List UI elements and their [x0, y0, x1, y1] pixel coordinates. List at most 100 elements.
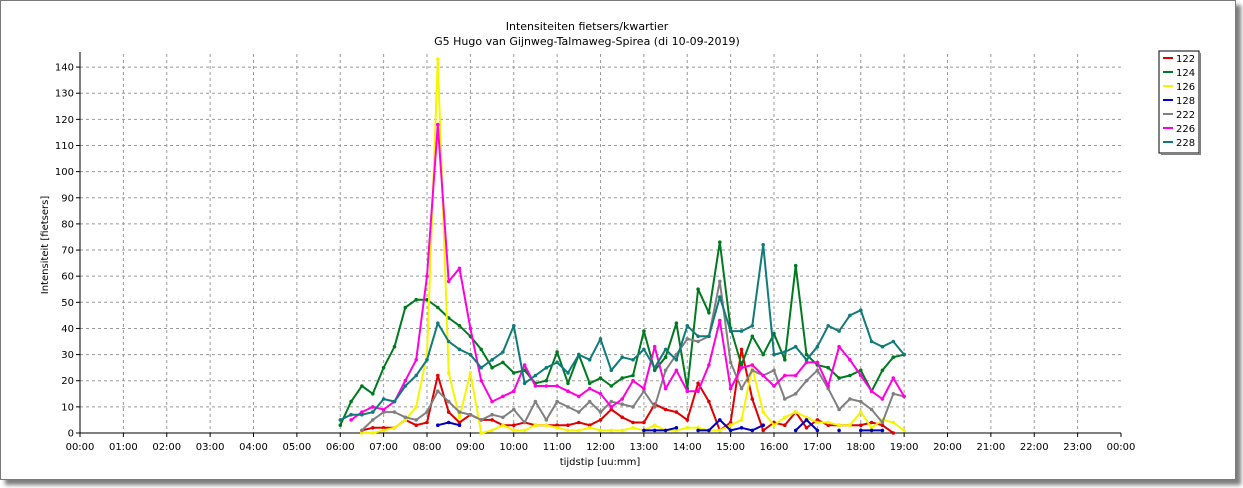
y-tick-label: 140	[55, 63, 74, 74]
data-point-226	[425, 274, 429, 279]
data-point-126	[783, 415, 787, 420]
data-point-228	[891, 339, 896, 344]
data-point-126	[436, 57, 440, 61]
series-124	[338, 240, 906, 428]
data-point-228	[425, 358, 429, 362]
data-point-128	[761, 423, 765, 428]
legend-label-128: 128	[1176, 96, 1195, 107]
series-126	[360, 57, 906, 435]
x-tick-label: 00:00	[1107, 442, 1136, 453]
data-point-226	[663, 386, 668, 391]
data-point-122	[891, 431, 896, 435]
y-tick-labels: 0 10 20 30 40 50 60 70 80 90 100 110 120 130 140	[55, 63, 80, 440]
data-point-228	[663, 347, 668, 352]
data-point-228	[826, 324, 830, 328]
data-point-122	[598, 418, 603, 422]
data-point-222	[436, 389, 440, 394]
data-point-228	[587, 358, 592, 362]
data-point-222	[468, 412, 473, 417]
data-point-122	[436, 373, 440, 378]
data-point-126	[848, 423, 852, 428]
series-line-128	[643, 426, 677, 432]
data-point-228	[869, 339, 874, 344]
data-point-228	[598, 337, 603, 341]
data-point-228	[707, 334, 711, 339]
data-point-228	[577, 352, 581, 357]
data-point-124	[403, 305, 408, 310]
data-point-228	[403, 384, 408, 388]
y-tick-label: 70	[61, 246, 74, 257]
data-point-124	[674, 321, 679, 326]
data-point-124	[642, 329, 646, 333]
data-point-122	[587, 423, 592, 428]
data-point-122	[663, 407, 668, 412]
data-point-124	[501, 360, 505, 365]
data-point-126	[685, 426, 690, 430]
data-point-124	[414, 297, 419, 302]
data-point-228	[392, 399, 397, 404]
data-point-228	[533, 373, 538, 378]
data-point-222	[793, 392, 798, 396]
data-point-126	[381, 428, 386, 433]
x-tick-label: 02:00	[152, 442, 181, 453]
data-point-126	[360, 431, 364, 435]
data-point-126	[728, 423, 733, 428]
data-point-222	[869, 407, 874, 412]
data-point-122	[685, 418, 690, 422]
data-point-126	[577, 428, 581, 433]
x-tick-label: 00:00	[66, 442, 95, 453]
data-point-228	[685, 324, 690, 328]
data-point-126	[501, 423, 505, 428]
data-point-128	[859, 428, 863, 433]
x-tick-label: 19:00	[890, 442, 919, 453]
x-axis-label: tijdstip [uu:mm]	[560, 457, 641, 468]
data-point-228	[555, 360, 559, 365]
data-point-124	[739, 363, 744, 367]
y-tick-label: 80	[61, 219, 74, 230]
data-point-228	[739, 329, 744, 333]
data-point-124	[360, 384, 364, 388]
series-226	[349, 122, 906, 422]
data-point-122	[457, 420, 462, 425]
data-point-222	[533, 399, 538, 404]
data-point-126	[739, 418, 744, 422]
data-point-228	[696, 334, 700, 339]
data-point-128	[728, 428, 733, 433]
legend-shadow-right	[1199, 53, 1201, 155]
data-point-222	[446, 399, 451, 404]
data-point-222	[685, 337, 690, 341]
series-128	[436, 418, 885, 433]
data-point-124	[598, 376, 603, 380]
data-point-124	[512, 371, 516, 375]
legend-shadow-bottom	[1161, 153, 1201, 155]
data-point-226	[490, 399, 494, 404]
data-point-226	[880, 397, 885, 401]
x-tick-label: 21:00	[976, 442, 1005, 453]
data-point-124	[707, 311, 711, 315]
data-point-124	[652, 368, 657, 373]
data-point-122	[414, 423, 419, 428]
y-tick-label: 60	[61, 272, 74, 283]
data-point-228	[436, 321, 440, 326]
data-point-122	[826, 423, 830, 428]
data-point-228	[371, 410, 375, 414]
data-point-126	[555, 426, 559, 430]
data-point-222	[555, 399, 559, 404]
data-point-228	[566, 371, 570, 375]
data-point-228	[642, 347, 646, 352]
legend-box	[1158, 50, 1200, 154]
data-point-226	[566, 389, 570, 394]
data-point-124	[783, 358, 787, 362]
data-point-226	[674, 368, 679, 373]
data-point-226	[761, 373, 765, 378]
data-point-226	[891, 376, 896, 380]
data-point-226	[783, 373, 787, 378]
data-point-128	[750, 428, 755, 433]
data-point-122	[696, 381, 700, 386]
data-point-128	[804, 418, 809, 422]
data-point-128	[793, 428, 798, 433]
data-point-122	[859, 423, 863, 428]
data-point-222	[739, 386, 744, 391]
data-point-126	[609, 428, 614, 433]
y-tick-label: 50	[61, 298, 74, 309]
